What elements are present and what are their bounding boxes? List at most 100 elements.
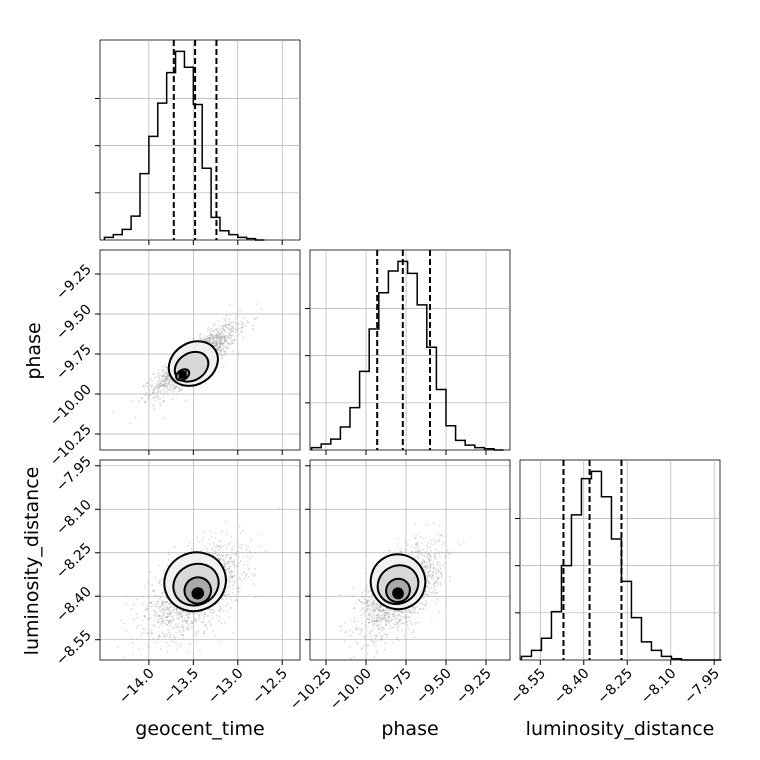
- scatter-point: [379, 639, 382, 641]
- scatter-point: [164, 366, 167, 369]
- scatter-point: [206, 337, 209, 340]
- scatter-point: [153, 388, 156, 390]
- scatter-point: [207, 615, 210, 617]
- scatter-point: [232, 562, 235, 565]
- scatter-point: [221, 343, 224, 346]
- scatter-point: [229, 334, 232, 337]
- scatter-point: [373, 617, 375, 620]
- scatter-point: [178, 615, 181, 618]
- scatter-point: [375, 634, 377, 637]
- scatter-point: [176, 626, 179, 629]
- scatter-point: [168, 382, 170, 385]
- scatter-point: [158, 385, 161, 388]
- scatter-point: [422, 603, 425, 606]
- scatter-point: [407, 616, 410, 619]
- scatter-point: [138, 399, 141, 402]
- scatter-point: [188, 613, 191, 616]
- scatter-point: [169, 633, 172, 636]
- scatter-point: [146, 604, 149, 607]
- scatter-point: [375, 615, 377, 617]
- scatter-point: [212, 545, 215, 548]
- scatter-point: [213, 344, 216, 347]
- scatter-point: [421, 562, 423, 565]
- scatter-point: [211, 334, 213, 337]
- scatter-point: [384, 617, 386, 619]
- scatter-point: [209, 337, 212, 339]
- scatter-point: [436, 598, 439, 601]
- scatter-point: [381, 608, 384, 611]
- scatter-point: [169, 383, 172, 386]
- scatter-point: [406, 624, 409, 627]
- scatter-point: [216, 349, 219, 351]
- scatter-point: [384, 613, 387, 616]
- scatter-point: [171, 383, 174, 386]
- scatter-point: [366, 602, 369, 605]
- scatter-point: [217, 557, 220, 560]
- scatter-point: [437, 577, 439, 580]
- scatter-point: [163, 384, 165, 387]
- scatter-point: [218, 334, 220, 337]
- scatter-point: [186, 627, 189, 630]
- scatter-point: [254, 573, 257, 576]
- scatter-point: [247, 568, 250, 571]
- scatter-point: [156, 602, 159, 605]
- scatter-point: [220, 342, 223, 345]
- scatter-point: [243, 316, 245, 319]
- scatter-point: [144, 586, 146, 589]
- scatter-point: [380, 610, 383, 613]
- scatter-point: [219, 335, 221, 338]
- scatter-point: [231, 576, 233, 579]
- scatter-point: [162, 614, 165, 617]
- scatter-point: [401, 629, 403, 632]
- scatter-point: [240, 546, 243, 549]
- scatter-point: [198, 616, 201, 619]
- scatter-point: [397, 544, 400, 547]
- scatter-point: [368, 621, 371, 624]
- scatter-point: [219, 341, 222, 344]
- scatter-point: [200, 539, 203, 542]
- scatter-point: [166, 374, 169, 377]
- scatter-point: [179, 645, 181, 648]
- scatter-point: [235, 553, 237, 556]
- scatter-point: [168, 631, 171, 634]
- scatter-point: [349, 629, 352, 632]
- scatter-point: [440, 534, 443, 537]
- scatter-point: [191, 626, 193, 629]
- scatter-point: [157, 369, 160, 372]
- scatter-point: [435, 581, 437, 584]
- scatter-point: [200, 336, 202, 339]
- scatter-point: [228, 344, 231, 347]
- scatter-point: [366, 601, 368, 604]
- scatter-point: [167, 613, 170, 615]
- scatter-point: [163, 369, 166, 372]
- scatter-point: [227, 560, 230, 563]
- scatter-point: [439, 567, 442, 570]
- scatter-point: [215, 337, 218, 339]
- scatter-point: [231, 563, 233, 565]
- scatter-point: [441, 544, 444, 547]
- scatter-point: [238, 577, 241, 579]
- scatter-point: [431, 578, 433, 580]
- scatter-point: [366, 617, 369, 620]
- scatter-point: [198, 614, 201, 617]
- scatter-point: [211, 341, 214, 344]
- scatter-point: [182, 629, 185, 632]
- scatter-point: [227, 336, 230, 339]
- scatter-point: [163, 572, 165, 575]
- scatter-point: [361, 607, 364, 610]
- scatter-point: [146, 608, 149, 610]
- scatter-point: [383, 628, 385, 631]
- scatter-point: [423, 566, 426, 569]
- scatter-point: [163, 606, 165, 609]
- scatter-point: [134, 416, 137, 419]
- scatter-point: [158, 595, 161, 598]
- scatter-point: [166, 382, 169, 385]
- scatter-point: [215, 328, 218, 330]
- scatter-point: [132, 604, 135, 606]
- scatter-point: [154, 614, 157, 617]
- scatter-point: [428, 562, 431, 565]
- scatter-point: [216, 345, 219, 348]
- scatter-point: [195, 631, 197, 633]
- scatter-point: [229, 571, 231, 574]
- scatter-point: [148, 378, 151, 381]
